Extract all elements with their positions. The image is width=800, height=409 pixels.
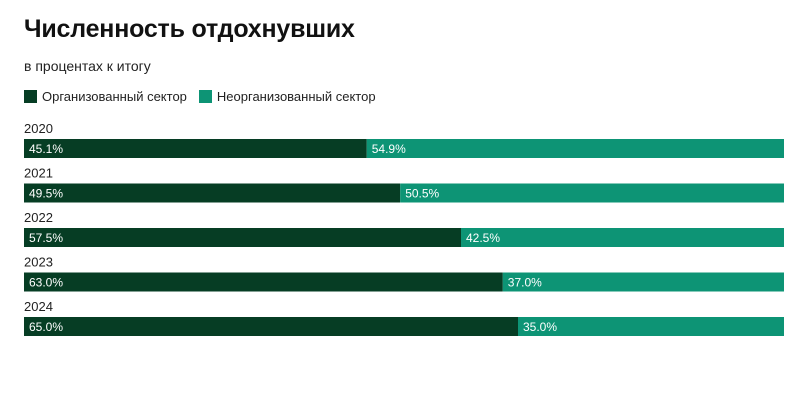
data-label-2020-series-2: 54.9% xyxy=(372,142,406,156)
data-label-2023-series-1: 63.0% xyxy=(29,276,63,290)
legend-label-organized: Организованный сектор xyxy=(42,89,187,104)
data-label-2024-series-2: 35.0% xyxy=(523,320,557,334)
data-label-2020-series-1: 45.1% xyxy=(29,142,63,156)
year-label-2024: 2024 xyxy=(24,299,53,314)
bar-2024-series-1 xyxy=(24,317,518,336)
legend-label-unorganized: Неорганизованный сектор xyxy=(216,89,376,104)
data-label-2022-series-1: 57.5% xyxy=(29,231,63,245)
bar-2020-series-1 xyxy=(24,139,367,158)
bar-2022-series-1 xyxy=(24,228,461,247)
bar-2021-series-2 xyxy=(400,183,784,203)
legend-item-organized: Организованный сектор xyxy=(24,89,187,104)
legend-swatch-organized xyxy=(24,90,37,103)
bar-2023-series-1 xyxy=(24,272,503,292)
bar-2021-series-1 xyxy=(24,183,401,203)
year-label-2022: 2022 xyxy=(24,210,53,225)
chart-title: Численность отдохнувших xyxy=(24,15,355,43)
year-label-2020: 2020 xyxy=(24,121,53,136)
bar-2022-series-2 xyxy=(461,228,784,247)
legend: Организованный сектор Неорганизованный с… xyxy=(24,89,388,104)
data-label-2021-series-2: 50.5% xyxy=(405,187,439,201)
data-label-2022-series-2: 42.5% xyxy=(466,231,500,245)
data-label-2024-series-1: 65.0% xyxy=(29,320,63,334)
bar-2024-series-2 xyxy=(518,317,784,336)
chart-subtitle: в процентах к итогу xyxy=(24,58,151,74)
data-label-2023-series-2: 37.0% xyxy=(508,276,542,290)
year-label-2021: 2021 xyxy=(24,166,53,181)
data-label-2021-series-1: 49.5% xyxy=(29,187,63,201)
year-label-2023: 2023 xyxy=(24,255,53,270)
bar-2023-series-2 xyxy=(502,272,784,292)
bar-2020-series-2 xyxy=(366,139,784,158)
legend-item-unorganized: Неорганизованный сектор xyxy=(198,89,376,104)
legend-swatch-unorganized xyxy=(198,90,212,103)
